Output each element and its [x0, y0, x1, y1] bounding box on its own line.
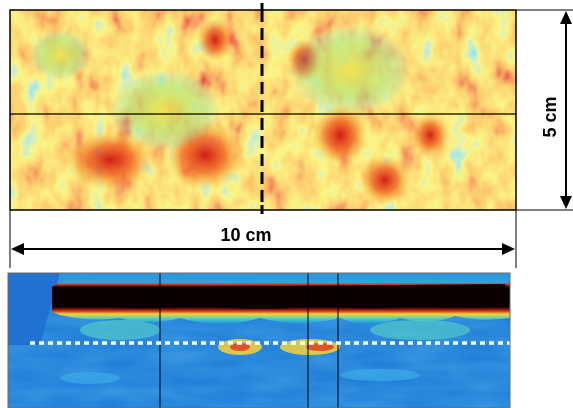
- height-dimension-label: 5 cm: [540, 96, 560, 137]
- c-scan-heatmap: [10, 10, 516, 210]
- arrow-up-icon: [560, 11, 572, 24]
- width-dimension-label: 10 cm: [220, 225, 271, 245]
- arrow-right-icon: [502, 243, 515, 255]
- height-dimension: 5 cm: [516, 9, 573, 211]
- width-dimension: 10 cm: [9, 210, 517, 268]
- heatmap-hot-spots: [30, 18, 448, 205]
- b-scan-image: [8, 273, 510, 408]
- b-scan-frame: [7, 272, 511, 408]
- arrow-down-icon: [560, 196, 572, 209]
- arrow-left-icon: [11, 243, 24, 255]
